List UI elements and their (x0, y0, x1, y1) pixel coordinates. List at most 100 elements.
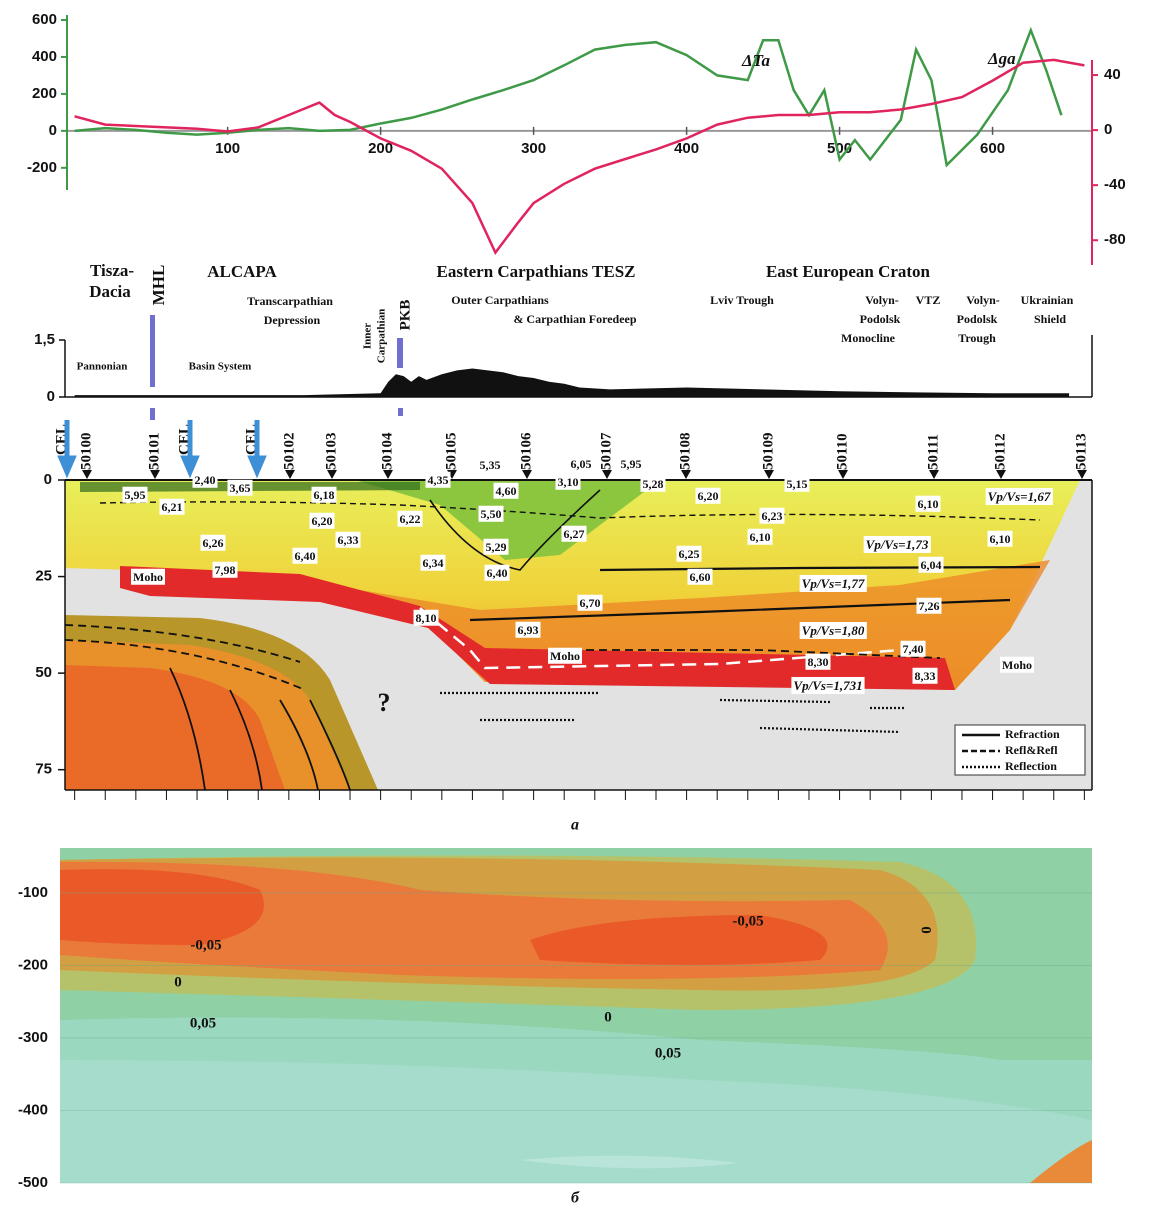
section-body (64, 315, 1092, 791)
velocity-label: 6,04 (921, 558, 942, 572)
velocity-label-box (784, 475, 810, 492)
velocity-label-box (515, 621, 541, 638)
velocity-label-box (577, 594, 603, 611)
unknown-mark: ? (378, 688, 391, 717)
velocity-label: 5,29 (486, 540, 507, 554)
y2-tick-label: -80 (1104, 231, 1126, 248)
velocity-label-box (747, 528, 773, 545)
velocity-label: 5,95 (621, 457, 642, 471)
velocity-label-box (192, 471, 218, 488)
y2-tick-label: 40 (1104, 66, 1121, 83)
y-tick-label: -300 (18, 1029, 48, 1046)
series-label: Δga (987, 49, 1016, 68)
depth-tick-label: 0 (44, 471, 52, 488)
velocity-label: 6,20 (698, 489, 719, 503)
velocity-label: 6,20 (312, 514, 333, 528)
contour-label: 0,05 (655, 1045, 681, 1061)
series-line (74, 58, 1085, 256)
velocity-label-box (687, 568, 713, 585)
series-line (74, 26, 1063, 168)
velocity-label: 8,33 (915, 669, 936, 683)
velocity-label-box (676, 545, 702, 562)
velocity-label-box (640, 475, 666, 492)
y-tick-label: 200 (32, 85, 57, 102)
contour-label: -0,05 (190, 937, 221, 953)
vp-vs-label: Vp/Vs=1,73 (866, 537, 929, 552)
region-label: Carpathian (376, 309, 388, 363)
velocity-label-box (915, 495, 941, 512)
y-tick-label: 600 (32, 11, 57, 28)
contour-band (530, 915, 828, 965)
x-tick-label: 200 (368, 140, 393, 157)
moho-dashed (419, 607, 901, 670)
velocity-label: 7,26 (919, 599, 940, 613)
moho-band (120, 566, 955, 690)
region-label: MHL (149, 265, 168, 306)
contour-label: 0 (918, 926, 934, 934)
velocity-label: 5,35 (480, 458, 501, 472)
velocity-label: 5,95 (125, 488, 146, 502)
legend-label: Reflection (1005, 759, 1057, 773)
contour-label: -0,05 (732, 913, 763, 929)
vp-vs-label-box (863, 535, 931, 553)
y2-tick-label: 0 (1104, 121, 1112, 138)
region-label: Eastern Carpathians TESZ (436, 262, 635, 281)
velocity-label-box (483, 538, 509, 555)
velocity-label-box (309, 512, 335, 529)
vp-vs-label-box (985, 487, 1053, 505)
vp-vs-label: Vp/Vs=1,67 (988, 489, 1051, 504)
velocity-label-box (912, 667, 938, 684)
station-marker (838, 470, 848, 479)
velocity-label: 6,40 (487, 566, 508, 580)
station-label: 50105 (443, 433, 459, 471)
vp-vs-label: Vp/Vs=1,80 (802, 623, 865, 638)
velocity-label: 5,15 (787, 477, 808, 491)
velocity-label-box (413, 609, 439, 626)
contour-map (60, 848, 1092, 1183)
station-marker (1077, 470, 1087, 479)
velocity-label-box (200, 534, 226, 551)
velocity-label: 6,26 (203, 536, 224, 550)
contour-label: 0 (174, 974, 182, 990)
velocity-label: 4,35 (428, 473, 449, 487)
topo-tick-label: 0 (47, 388, 55, 405)
contour-label: 0,05 (190, 1015, 216, 1031)
mhl-bar-lower (150, 408, 155, 420)
y-tick-label: -400 (18, 1101, 48, 1118)
depth-tick-label: 75 (35, 761, 52, 778)
vp-vs-label-box (799, 574, 867, 592)
region-label: Podolsk (860, 312, 901, 326)
structure-lines (64, 489, 1041, 791)
velocity-label: 6,25 (679, 547, 700, 561)
depth-tick-label: 50 (35, 664, 52, 681)
velocity-label: 6,70 (580, 596, 601, 610)
station-label: 50110 (834, 433, 850, 470)
station-label: 50101 (146, 433, 162, 471)
velocity-label-box (916, 597, 942, 614)
depth-tick-label: 25 (35, 568, 52, 585)
station-marker (764, 470, 774, 479)
velocity-label-box (227, 479, 253, 496)
velocity-label-box (918, 556, 944, 573)
contour-band (1030, 1140, 1092, 1183)
velocity-label: 7,40 (903, 642, 924, 656)
mhl-bar (150, 315, 155, 387)
region-label: ALCAPA (207, 262, 277, 281)
velocity-label-box (695, 487, 721, 504)
velocity-label: 2,40 (195, 473, 216, 487)
velocity-label-box (212, 561, 238, 578)
basin-fill (355, 480, 660, 560)
moho-label-box (1000, 656, 1034, 673)
region-label: Volyn- (966, 293, 1000, 307)
region-label: Basin System (189, 361, 252, 373)
pkb-bar (397, 338, 403, 368)
velocity-label: 6,60 (690, 570, 711, 584)
region-label: Pannonian (77, 361, 128, 373)
x-tick-label: 100 (215, 140, 240, 157)
region-label: Depression (264, 313, 321, 327)
station-marker (602, 470, 612, 479)
velocity-label-box (425, 471, 451, 488)
topo-tick-label: 1,5 (34, 331, 55, 348)
moho-label: Moho (133, 570, 163, 584)
